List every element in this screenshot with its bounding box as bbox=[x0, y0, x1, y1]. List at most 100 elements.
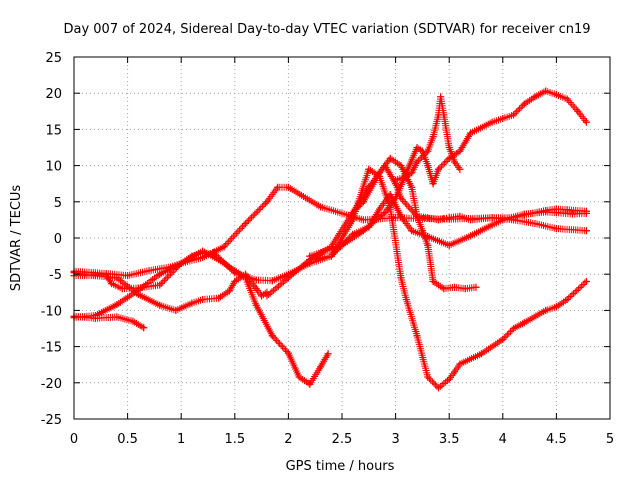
data-point bbox=[563, 206, 571, 214]
data-point bbox=[188, 252, 196, 260]
data-point bbox=[397, 274, 405, 282]
data-point bbox=[408, 227, 416, 235]
data-point bbox=[429, 180, 437, 188]
data-point bbox=[359, 216, 367, 224]
data-point bbox=[268, 277, 276, 285]
data-point bbox=[451, 158, 459, 166]
data-point bbox=[413, 332, 421, 340]
axis-ticks bbox=[73, 56, 611, 420]
data-point bbox=[81, 270, 89, 278]
data-point bbox=[520, 319, 528, 327]
data-point bbox=[542, 206, 550, 214]
data-point bbox=[440, 111, 448, 119]
data-point bbox=[392, 214, 400, 222]
data-point bbox=[376, 205, 384, 213]
data-point bbox=[467, 129, 475, 137]
y-tick-label: 5 bbox=[54, 196, 62, 211]
data-point bbox=[542, 306, 550, 314]
data-point bbox=[437, 93, 445, 101]
data-point bbox=[108, 280, 116, 288]
data-point bbox=[582, 227, 590, 235]
data-point bbox=[445, 375, 453, 383]
data-point bbox=[102, 271, 110, 279]
data-point bbox=[284, 349, 292, 357]
data-point bbox=[268, 332, 276, 340]
y-tick-labels: -25 -20 -15 -10 -5 0 5 10 15 20 25 bbox=[41, 51, 62, 428]
data-point bbox=[499, 335, 507, 343]
data-point bbox=[359, 198, 367, 206]
data-point bbox=[402, 296, 410, 304]
data-point bbox=[467, 216, 475, 224]
data-point bbox=[445, 144, 453, 151]
series-sat-j bbox=[349, 154, 480, 293]
data-point bbox=[413, 144, 421, 151]
data-point bbox=[510, 214, 518, 222]
y-axis-label: SDTVAR / TECUs bbox=[9, 185, 24, 292]
x-tick-label: 4 bbox=[499, 432, 507, 447]
data-point bbox=[582, 277, 590, 285]
data-point bbox=[252, 285, 260, 293]
data-point bbox=[552, 225, 560, 233]
data-point bbox=[118, 285, 126, 293]
data-point bbox=[156, 301, 164, 309]
data-point bbox=[472, 283, 480, 291]
data-point bbox=[284, 183, 292, 191]
data-point bbox=[124, 272, 132, 280]
data-point bbox=[392, 194, 400, 202]
data-point bbox=[434, 165, 442, 173]
y-tick-label: 0 bbox=[54, 232, 62, 247]
y-tick-label: -15 bbox=[41, 341, 62, 356]
data-point bbox=[349, 216, 357, 224]
data-point bbox=[252, 276, 260, 284]
data-point bbox=[317, 363, 325, 371]
y-tick-label: -5 bbox=[49, 268, 62, 283]
data-point bbox=[552, 205, 560, 213]
data-series bbox=[70, 87, 590, 392]
data-point bbox=[129, 317, 137, 325]
y-tick-label: -25 bbox=[41, 413, 62, 428]
data-point bbox=[424, 162, 432, 170]
data-point bbox=[231, 277, 239, 285]
data-point bbox=[408, 183, 416, 191]
data-point bbox=[418, 227, 426, 235]
data-point bbox=[413, 158, 421, 166]
data-point bbox=[461, 285, 469, 293]
x-tick-label: 1.5 bbox=[224, 432, 245, 447]
data-point bbox=[402, 172, 410, 180]
data-point bbox=[386, 154, 394, 162]
data-point bbox=[456, 212, 464, 220]
data-point bbox=[359, 227, 367, 235]
data-point bbox=[531, 93, 539, 101]
x-tick-label: 2 bbox=[284, 432, 292, 447]
data-point bbox=[145, 267, 153, 275]
data-point bbox=[231, 269, 239, 277]
data-point bbox=[113, 274, 121, 282]
data-point bbox=[434, 384, 442, 392]
series-sat-h bbox=[306, 165, 590, 392]
data-point bbox=[451, 368, 459, 376]
data-point bbox=[488, 118, 496, 126]
data-point bbox=[552, 91, 560, 99]
data-point bbox=[424, 373, 432, 381]
data-point bbox=[520, 100, 528, 108]
x-tick-label: 4.5 bbox=[546, 432, 567, 447]
data-point bbox=[563, 296, 571, 304]
data-point bbox=[199, 296, 207, 304]
data-point bbox=[140, 324, 148, 332]
data-point bbox=[456, 360, 464, 368]
y-tick-label: 25 bbox=[45, 51, 62, 66]
data-point bbox=[429, 133, 437, 141]
data-point bbox=[188, 299, 196, 307]
y-tick-label: -20 bbox=[41, 377, 62, 392]
data-point bbox=[365, 165, 373, 173]
data-point bbox=[424, 214, 432, 222]
data-point bbox=[376, 169, 384, 177]
data-point bbox=[177, 259, 185, 267]
data-point bbox=[324, 350, 332, 358]
y-tick-label: 20 bbox=[45, 87, 62, 102]
y-tick-label: -10 bbox=[41, 304, 62, 319]
x-tick-label: 1 bbox=[177, 432, 185, 447]
data-point bbox=[338, 241, 346, 249]
data-point bbox=[413, 212, 421, 220]
